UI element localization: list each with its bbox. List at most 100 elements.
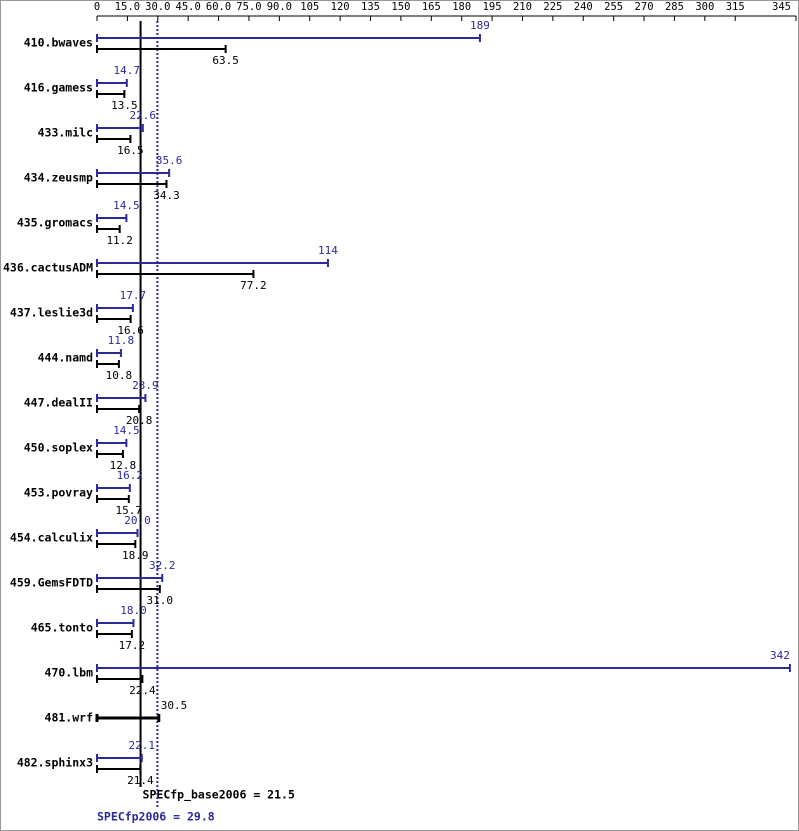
base-bar (96, 450, 124, 458)
peak-bar (96, 664, 791, 672)
x-tick-label: 285 (665, 1, 684, 13)
peak-value-label: 22.6 (130, 109, 157, 122)
benchmark-label: 437.leslie3d (10, 306, 93, 320)
peak-value-label: 32.2 (149, 559, 176, 572)
benchmark-label: 454.calculix (10, 531, 93, 545)
peak-bar (96, 439, 128, 447)
base-value-label: 18.9 (122, 549, 149, 562)
base-value-label: 17.2 (119, 639, 146, 652)
x-tick-label: 120 (331, 1, 350, 13)
base-bar (96, 765, 142, 773)
benchmark-label: 447.dealII (24, 396, 93, 410)
base-value-label: 22.4 (129, 684, 156, 697)
peak-value-label: 189 (470, 19, 490, 32)
x-tick-label: 300 (695, 1, 714, 13)
x-tick-label: 150 (391, 1, 410, 13)
base-bar (96, 585, 161, 593)
reference-label: SPECfp_base2006 = 21.5 (143, 788, 295, 803)
x-tick-label: 0 (94, 1, 100, 13)
benchmark-label: 435.gromacs (17, 216, 93, 230)
x-tick-label: 345 (772, 1, 791, 13)
base-value-label: 30.5 (161, 699, 188, 712)
x-tick-label: 180 (452, 1, 471, 13)
base-value-label: 13.5 (111, 99, 138, 112)
reference-label: SPECfp2006 = 29.8 (97, 810, 215, 824)
base-value-label: 11.2 (106, 234, 133, 247)
x-tick-label: 30.0 (145, 1, 170, 13)
benchmark-label: 482.sphinx3 (17, 756, 93, 770)
base-value-label: 77.2 (240, 279, 267, 292)
peak-bar (96, 754, 143, 762)
base-bar (96, 315, 132, 323)
peak-value-label: 23.9 (132, 379, 159, 392)
base-bar (96, 405, 141, 413)
base-value-label: 12.8 (110, 459, 137, 472)
benchmark-label: 434.zeusmp (24, 171, 93, 185)
peak-bar (96, 34, 481, 42)
base-bar (96, 90, 126, 98)
peak-bar (96, 169, 171, 177)
benchmark-label: 433.milc (38, 126, 93, 140)
base-bar (96, 495, 130, 503)
benchmark-label: 410.bwaves (24, 36, 93, 50)
peak-bar (96, 529, 139, 537)
peak-value-label: 14.5 (113, 424, 140, 437)
benchmark-label: 470.lbm (45, 666, 94, 680)
x-tick-label: 45.0 (176, 1, 201, 13)
benchmark-label: 416.gamess (24, 81, 93, 95)
peak-value-label: 114 (318, 244, 338, 257)
benchmark-label: 459.GemsFDTD (10, 576, 93, 590)
peak-bar (96, 394, 147, 402)
base-bar (96, 540, 137, 548)
peak-value-label: 17.7 (120, 289, 147, 302)
x-tick-label: 195 (483, 1, 502, 13)
peak-value-label: 22.1 (129, 739, 156, 752)
x-tick-label: 270 (635, 1, 654, 13)
x-tick-label: 240 (574, 1, 593, 13)
base-value-label: 63.5 (212, 54, 239, 67)
peak-bar (96, 259, 329, 267)
base-bar (96, 360, 120, 368)
peak-value-label: 35.6 (156, 154, 183, 167)
base-bar (96, 135, 132, 143)
peak-value-label: 18.0 (120, 604, 147, 617)
peak-value-label: 342 (770, 649, 790, 662)
benchmark-label: 436.cactusADM (3, 261, 93, 275)
peak-bar (96, 619, 135, 627)
peak-value-label: 14.5 (113, 199, 140, 212)
x-tick-label: 105 (300, 1, 319, 13)
x-tick-label: 225 (543, 1, 562, 13)
base-value-label: 20.8 (126, 414, 153, 427)
peak-bar (96, 79, 128, 87)
x-tick-label: 210 (513, 1, 532, 13)
x-tick-label: 90.0 (267, 1, 292, 13)
x-tick-label: 75.0 (236, 1, 261, 13)
base-value-label: 15.7 (116, 504, 143, 517)
base-value-label: 31.0 (147, 594, 174, 607)
peak-value-label: 14.7 (114, 64, 141, 77)
benchmark-label: 444.namd (38, 351, 93, 365)
peak-bar (96, 574, 164, 582)
x-tick-label: 255 (604, 1, 623, 13)
peak-bar (96, 214, 128, 222)
benchmark-label: 450.soplex (24, 441, 93, 455)
base-bar (96, 180, 168, 188)
peak-value-label: 16.2 (117, 469, 144, 482)
base-bar (95, 714, 161, 722)
peak-bar (96, 124, 144, 132)
base-value-label: 34.3 (153, 189, 180, 202)
x-tick-label: 60.0 (206, 1, 231, 13)
x-tick-label: 315 (726, 1, 745, 13)
benchmark-label: 453.povray (24, 486, 93, 500)
peak-bar (96, 349, 122, 357)
peak-value-label: 11.8 (108, 334, 135, 347)
x-tick-label: 135 (361, 1, 380, 13)
peak-bar (96, 304, 134, 312)
base-value-label: 21.4 (127, 774, 154, 787)
benchmark-label: 481.wrf (45, 711, 94, 725)
base-value-label: 16.5 (117, 144, 144, 157)
x-tick-label: 165 (422, 1, 441, 13)
